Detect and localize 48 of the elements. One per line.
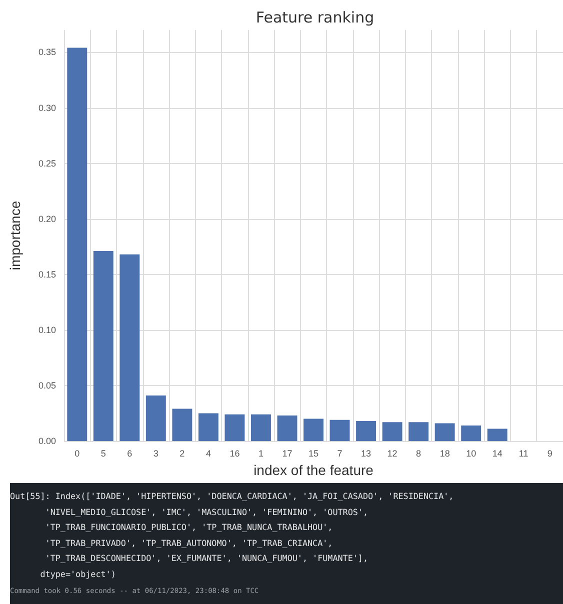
x-tick-label: 18 bbox=[440, 448, 450, 458]
bar bbox=[198, 413, 218, 441]
bar bbox=[277, 415, 298, 441]
x-tick-label: 14 bbox=[492, 448, 502, 458]
y-tick-label: 0.35 bbox=[38, 47, 56, 58]
x-tick-label: 16 bbox=[230, 448, 240, 458]
bar bbox=[67, 48, 88, 441]
bar bbox=[304, 418, 324, 441]
x-tick-label: 7 bbox=[337, 448, 342, 458]
x-tick-label: 2 bbox=[180, 448, 185, 458]
y-tick-label: 0.25 bbox=[38, 158, 56, 168]
y-tick-label: 0.15 bbox=[38, 269, 56, 280]
x-axis-title: index of the feature bbox=[254, 462, 374, 478]
x-tick-label: 15 bbox=[308, 448, 319, 458]
x-tick-label: 3 bbox=[153, 448, 158, 458]
bar bbox=[461, 425, 482, 441]
bar bbox=[172, 408, 192, 441]
bar bbox=[330, 420, 350, 441]
bar bbox=[146, 395, 166, 441]
x-tick-label: 0 bbox=[74, 448, 80, 458]
x-tick-label: 17 bbox=[282, 448, 292, 458]
text: Out[55]: Index(['IDADE', 'HIPERTENSO', 'DOENCA_CARDIACA', 'JA_FOI_CASADO', 'RESIDENCIA', 'NIVEL_MEDIO_GLICOSE', 'IMC', 'MASCULINO', 'FEMININO', 'OUTROS', 'TP_TRAB_FUNCIONARIO_PUBLICO', 'TP_TRAB_NUNCA_TRABALHOU', 'TP_TRAB_PRIVADO', 'TP_TRAB_AUTONOMO', 'TP_TRAB_CRIANCA', 'TP_TRAB_DESCONHECIDO', 'EX_FUMANTE', 'NUNCA_FUMOU', 'FUMANTE'], dtype='object') bbox=[10, 490, 455, 581]
y-axis-title: importance bbox=[7, 200, 23, 270]
x-tick-label: 11 bbox=[518, 448, 528, 458]
y-tick-label: 0.20 bbox=[38, 214, 56, 224]
y-tick-label: 0.05 bbox=[38, 380, 56, 390]
y-tick-label: 0.30 bbox=[38, 102, 56, 113]
x-tick-label: 4 bbox=[206, 448, 211, 458]
bar bbox=[356, 421, 376, 441]
bar bbox=[120, 254, 140, 441]
x-tick-label: 6 bbox=[127, 448, 132, 458]
x-tick-label: 12 bbox=[387, 448, 398, 458]
x-tick-label: 13 bbox=[361, 448, 372, 458]
bar bbox=[250, 414, 271, 441]
bar bbox=[487, 428, 508, 441]
y-tick-label: 0.10 bbox=[38, 324, 56, 335]
bar bbox=[224, 414, 245, 441]
bar bbox=[93, 251, 114, 441]
y-tick-label: 0.00 bbox=[38, 436, 56, 446]
bar bbox=[408, 422, 429, 441]
bar bbox=[382, 422, 402, 441]
x-tick-label: 9 bbox=[547, 448, 552, 458]
x-tick-label: 1 bbox=[258, 448, 264, 458]
chart-title: Feature ranking bbox=[256, 8, 374, 26]
x-tick-label: 10 bbox=[466, 448, 476, 458]
x-tick-label: 5 bbox=[100, 448, 106, 458]
bar bbox=[434, 423, 455, 441]
x-tick-label: 8 bbox=[416, 448, 422, 458]
